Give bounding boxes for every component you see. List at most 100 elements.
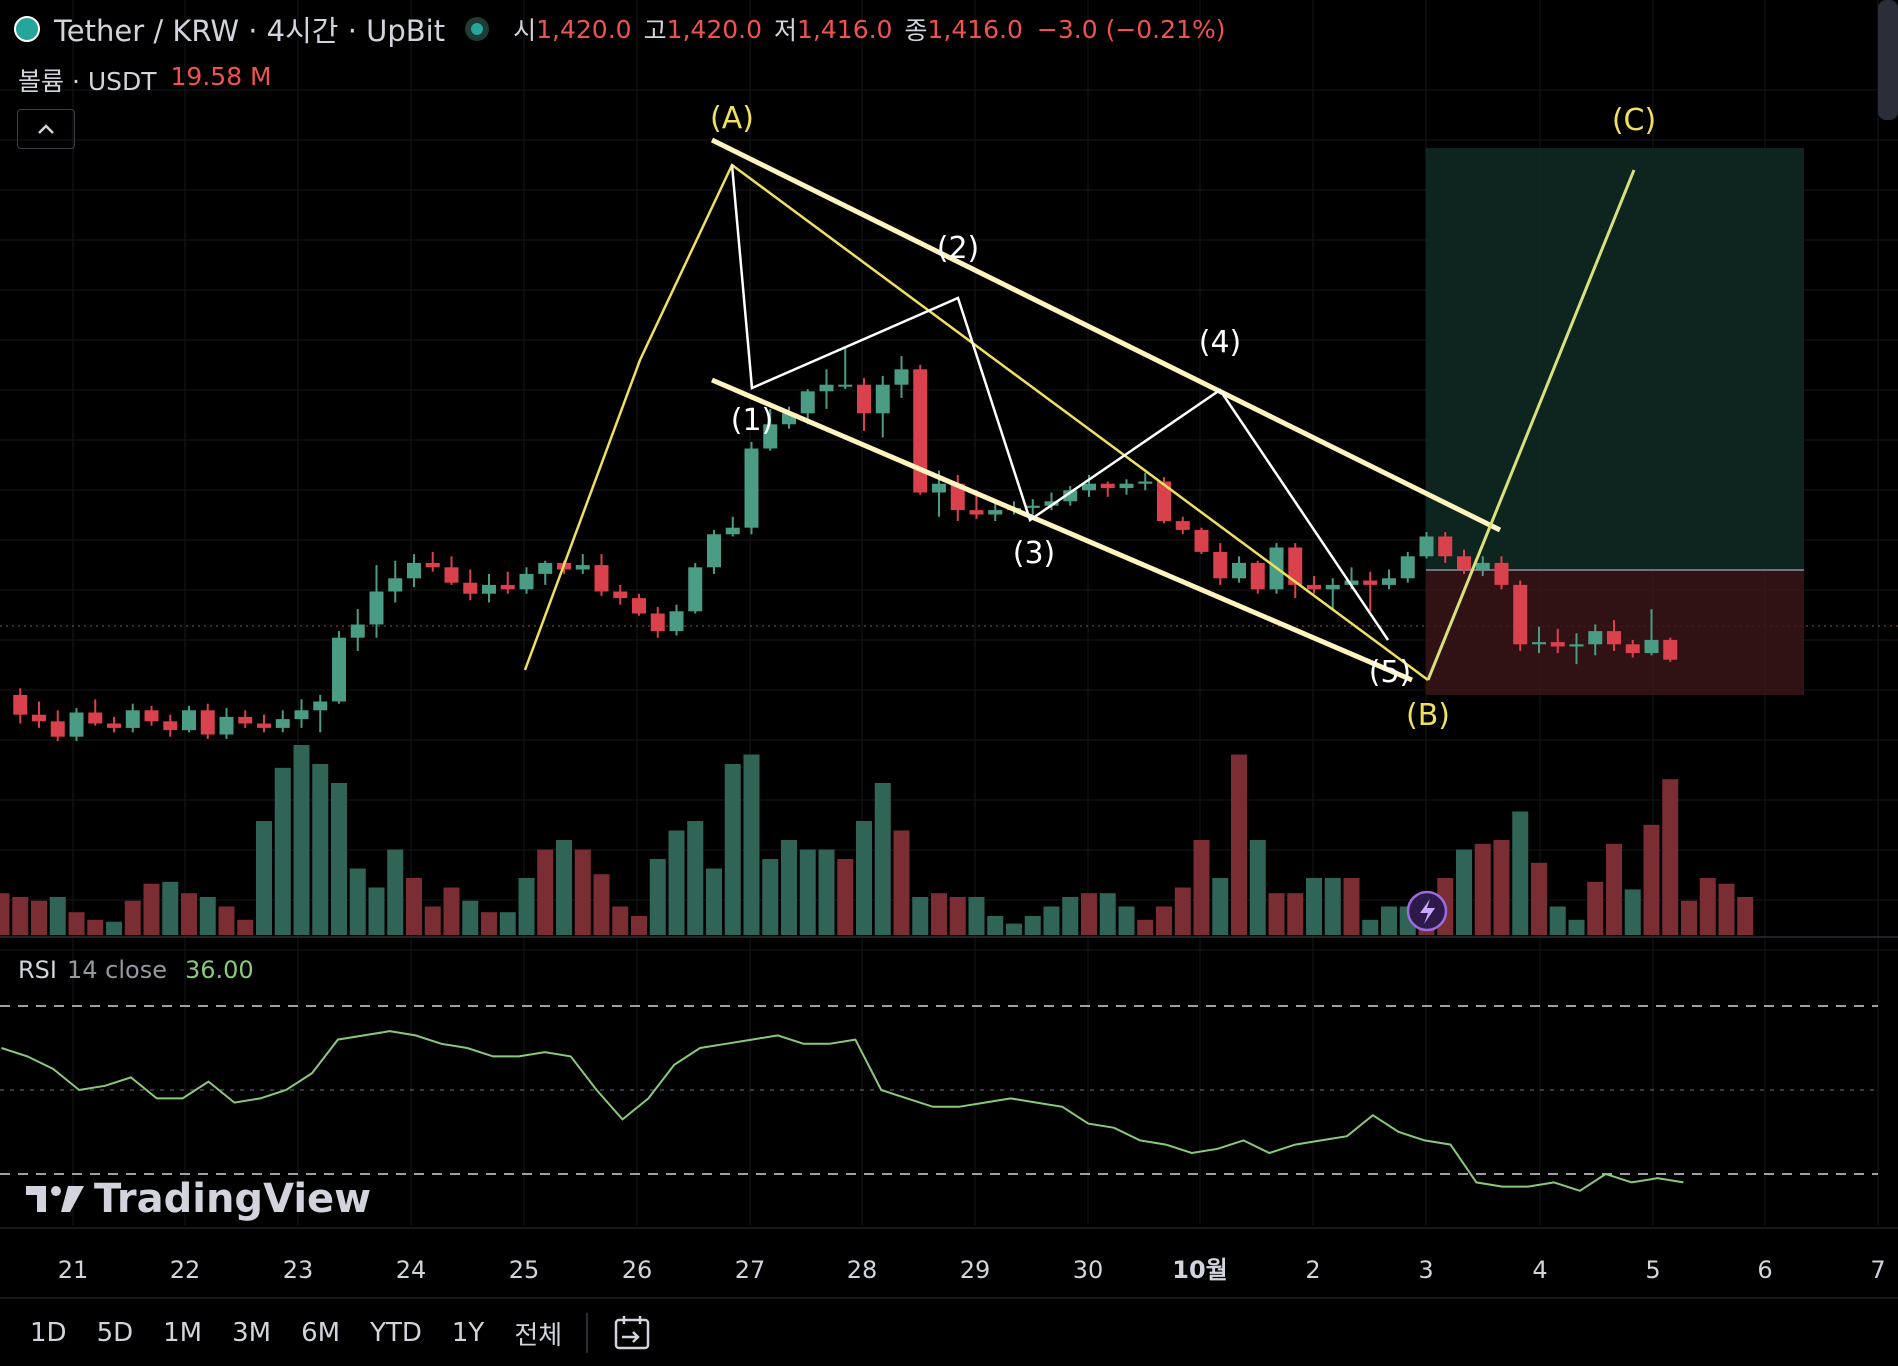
wave-abc-line-b-c (1426, 169, 1636, 681)
volume-bar (312, 764, 329, 935)
candle-body (500, 584, 515, 590)
x-tick-label: 4 (1532, 1256, 1547, 1284)
volume-bar (1512, 811, 1529, 935)
volume-bar (537, 849, 554, 935)
candle-body (388, 578, 403, 592)
volume-bar (912, 897, 929, 935)
volume-bar (1624, 889, 1641, 935)
volume-bar (1606, 843, 1622, 935)
volume-bar (199, 897, 216, 935)
range-1y-button[interactable]: 1Y (451, 1318, 485, 1348)
candles[interactable] (13, 347, 1678, 742)
rsi-legend: RSI 14 close 36.00 (18, 956, 254, 984)
wave-label: (B) (1406, 698, 1450, 733)
volume-bar (162, 881, 179, 935)
range-3m-button[interactable]: 3M (232, 1318, 272, 1348)
tradingview-watermark: TradingView (24, 1176, 371, 1222)
volume-bar (218, 906, 235, 935)
low-value: 1,416.0 (797, 14, 893, 44)
candle-body (1569, 644, 1584, 647)
candle-body (1663, 639, 1678, 660)
candle-body (238, 716, 253, 724)
candle-body (1044, 501, 1059, 506)
candle-body (875, 384, 890, 414)
volume-bar (481, 912, 497, 935)
volume-bar (1099, 893, 1116, 935)
candle-body (275, 719, 290, 728)
range-6m-button[interactable]: 6M (301, 1318, 341, 1348)
volume-bar (1193, 840, 1210, 935)
range-ytd-button[interactable]: YTD (370, 1318, 422, 1348)
volume-bar (1231, 754, 1247, 935)
volume-bar (87, 919, 104, 935)
candle-body (1344, 580, 1359, 585)
candle-body (50, 721, 65, 737)
volume-bar (143, 883, 160, 935)
x-tick-label: 29 (960, 1256, 991, 1284)
candle-body (838, 384, 853, 387)
candle-body (163, 721, 178, 731)
candle-body (1100, 483, 1115, 489)
lightning-bolt-icon (1420, 899, 1435, 924)
range-all-button[interactable]: 전체 (514, 1320, 563, 1351)
volume-bar (949, 897, 966, 935)
volume-bar (574, 849, 591, 935)
volume-bar (799, 849, 816, 935)
candle-body (1588, 631, 1603, 645)
candle-body (969, 510, 984, 515)
volume-bar (1362, 919, 1379, 935)
volume-bar (518, 878, 535, 935)
volume-bar (1324, 878, 1341, 935)
calendar-goto-icon[interactable] (612, 1313, 652, 1353)
candle-body (1175, 521, 1190, 530)
candle-body (1119, 483, 1134, 489)
candle-body (1363, 580, 1378, 585)
x-tick-label: 6 (1757, 1256, 1772, 1284)
range-5d-button[interactable]: 5D (96, 1318, 134, 1348)
range-1d-button[interactable]: 1D (30, 1318, 67, 1348)
candle-body (1419, 536, 1434, 557)
x-tick-label: 7 (1870, 1256, 1885, 1284)
volume-bar (31, 900, 47, 935)
collapse-legend-button[interactable] (17, 109, 75, 149)
wave-label: (C) (1612, 103, 1656, 138)
volume-bar (649, 859, 666, 935)
candle-body (1644, 639, 1659, 654)
tether-logo-icon (14, 16, 40, 42)
candle-body (107, 723, 121, 728)
candle-body (1325, 584, 1340, 590)
volume-bar (424, 906, 441, 935)
volume-bar (1156, 906, 1172, 935)
candle-body (800, 391, 815, 414)
candle-body (144, 710, 159, 722)
symbol-title[interactable]: Tether / KRW · 4시간 · UpBit (54, 14, 446, 48)
wave-drawings[interactable] (523, 137, 1636, 683)
candle-body (182, 710, 196, 731)
market-status-icon (465, 17, 490, 41)
volume-bar (1456, 849, 1472, 935)
volume-bar (1043, 906, 1060, 935)
volume-bar (893, 830, 910, 935)
range-1m-button[interactable]: 1M (163, 1318, 203, 1348)
volume-bar (1137, 919, 1154, 935)
channel-lower-line (711, 377, 1413, 683)
volume-bar (874, 783, 891, 935)
volume-bar (12, 897, 29, 935)
position-zones[interactable] (1426, 148, 1804, 695)
volume-bar (331, 783, 347, 935)
x-tick-label: 21 (58, 1256, 89, 1284)
volume-bar (968, 897, 985, 935)
volume-bar (443, 887, 460, 935)
volume-bar (68, 912, 85, 935)
rsi-params: 14 close (67, 956, 167, 984)
volume-label: 볼륨 · USDT (18, 67, 157, 96)
scrollbar-thumb (1878, 0, 1898, 120)
volume-bar (612, 906, 629, 935)
volume-bar (406, 878, 422, 935)
wave-label: (4) (1199, 325, 1242, 360)
watermark-text: TradingView (94, 1176, 372, 1222)
candle-body (1513, 584, 1528, 645)
candle-body (1025, 505, 1040, 508)
candle-body (1550, 642, 1565, 647)
